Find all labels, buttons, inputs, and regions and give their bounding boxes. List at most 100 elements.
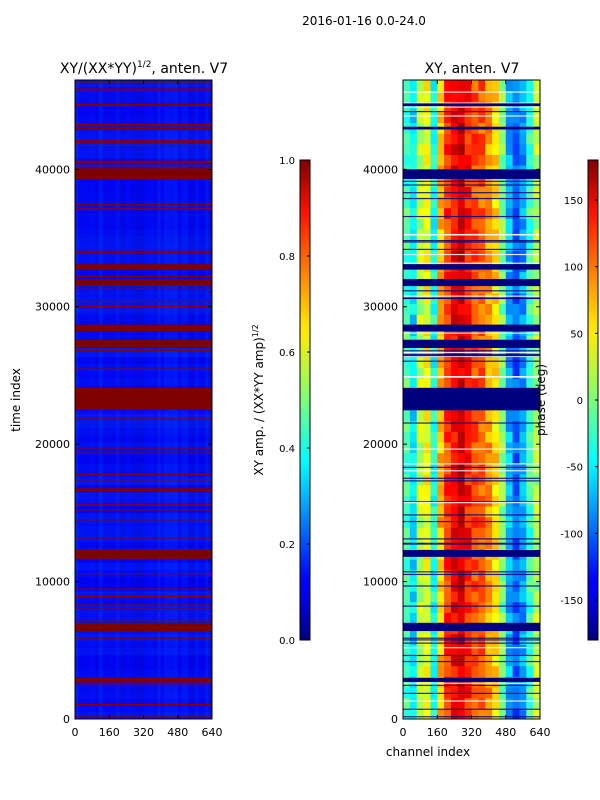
- heatmap-flagged-band: [403, 622, 540, 632]
- heatmap-cell: [450, 197, 459, 209]
- heatmap-cell: [505, 282, 513, 294]
- heatmap-cell: [505, 612, 513, 624]
- heatmap-cell: [464, 186, 472, 198]
- heatmap-cell: [409, 644, 418, 656]
- heatmap-cell: [519, 367, 527, 379]
- heatmap-cell: [430, 80, 438, 92]
- y-tick-label: 40000: [35, 163, 70, 176]
- heatmap-cell: [403, 239, 411, 251]
- heatmap-flag-line: [75, 249, 212, 251]
- heatmap-cell: [478, 644, 486, 656]
- heatmap-row: [75, 300, 212, 308]
- heatmap-cell: [409, 197, 418, 209]
- heatmap-cell: [512, 527, 520, 539]
- heatmap-cell: [526, 356, 534, 368]
- heatmap-cell: [430, 708, 438, 719]
- heatmap-cell: [450, 303, 459, 315]
- heatmap-cell: [416, 218, 424, 230]
- heatmap-cell: [430, 410, 438, 422]
- heatmap-cell: [526, 442, 534, 454]
- heatmap-cell: [437, 367, 445, 379]
- heatmap-cell: [457, 708, 466, 719]
- heatmap-cell: [498, 484, 507, 496]
- heatmap-cell: [409, 463, 418, 475]
- heatmap-streak: [403, 654, 540, 657]
- heatmap-cell: [478, 154, 486, 166]
- heatmap-cell: [471, 420, 479, 432]
- heatmap-cell: [512, 271, 520, 283]
- heatmap-cell: [444, 463, 452, 475]
- heatmap-cell: [485, 356, 493, 368]
- heatmap-cell: [437, 506, 445, 518]
- heatmap-cell: [498, 314, 507, 326]
- y-tick-label: 0: [63, 713, 70, 726]
- heatmap-cell: [450, 676, 459, 688]
- heatmap-cell: [464, 143, 472, 155]
- heatmap-cell: [512, 697, 520, 709]
- heatmap-cell: [533, 612, 540, 624]
- heatmap-cell: [505, 506, 513, 518]
- heatmap-cell: [409, 356, 418, 368]
- heatmap-cell: [450, 239, 459, 251]
- heatmap-cell: [492, 495, 500, 507]
- heatmap-cell: [492, 282, 500, 294]
- heatmap-cell: [519, 197, 527, 209]
- heatmap-cell: [471, 644, 479, 656]
- heatmap-cell: [471, 601, 479, 613]
- heatmap-cell: [464, 271, 472, 283]
- heatmap-cell: [533, 463, 540, 475]
- heatmap-cell: [498, 133, 507, 145]
- heatmap-cell: [471, 356, 479, 368]
- heatmap-cell: [423, 655, 431, 667]
- x-tick-label: 480: [167, 726, 188, 739]
- heatmap-cell: [409, 601, 418, 613]
- heatmap-cell: [478, 197, 486, 209]
- heatmap-cell: [498, 239, 507, 251]
- heatmap-cell: [492, 463, 500, 475]
- y-tick-label: 10000: [35, 576, 70, 589]
- heatmap-flag-line: [75, 704, 212, 706]
- heatmap-cell: [403, 410, 411, 422]
- heatmap-cell: [437, 282, 445, 294]
- heatmap-cell: [416, 484, 424, 496]
- heatmap-cell: [403, 186, 411, 198]
- heatmap-cell: [519, 239, 527, 251]
- heatmap-cell: [505, 708, 513, 719]
- heatmap-cell: [450, 356, 459, 368]
- heatmap-row: [75, 435, 212, 443]
- heatmap-cell: [457, 133, 466, 145]
- heatmap-cell: [478, 484, 486, 496]
- heatmap-streak: [403, 514, 540, 516]
- heatmap-row: [75, 406, 212, 414]
- heatmap-cell: [416, 665, 424, 677]
- y-tick-label: 0: [391, 713, 398, 726]
- heatmap-row: [75, 513, 212, 521]
- heatmap-cell: [450, 442, 459, 454]
- heatmap-cell: [464, 708, 472, 719]
- heatmap-row: [75, 236, 212, 244]
- heatmap-cell: [437, 420, 445, 432]
- right-xlabel: channel index: [386, 745, 470, 759]
- heatmap-cell: [498, 356, 507, 368]
- heatmap-cell: [444, 207, 452, 219]
- heatmap-flag-line: [75, 573, 212, 575]
- heatmap-cell: [450, 484, 459, 496]
- heatmap-cell: [478, 676, 486, 688]
- heatmap-cell: [498, 378, 507, 390]
- heatmap-cell: [430, 697, 438, 709]
- heatmap-cell: [416, 356, 424, 368]
- heatmap-cell: [409, 484, 418, 496]
- heatmap-cell: [505, 431, 513, 443]
- heatmap-row: [75, 371, 212, 379]
- heatmap-cell: [512, 644, 520, 656]
- left-colorbar-frame: [299, 159, 311, 641]
- heatmap-cell: [416, 655, 424, 667]
- heatmap-cell: [450, 378, 459, 390]
- heatmap-cell: [512, 484, 520, 496]
- heatmap-cell: [492, 133, 500, 145]
- heatmap-cell: [444, 303, 452, 315]
- heatmap-cell: [492, 197, 500, 209]
- heatmap-streak: [403, 692, 540, 694]
- heatmap-cell: [478, 527, 486, 539]
- heatmap-cell: [478, 111, 486, 123]
